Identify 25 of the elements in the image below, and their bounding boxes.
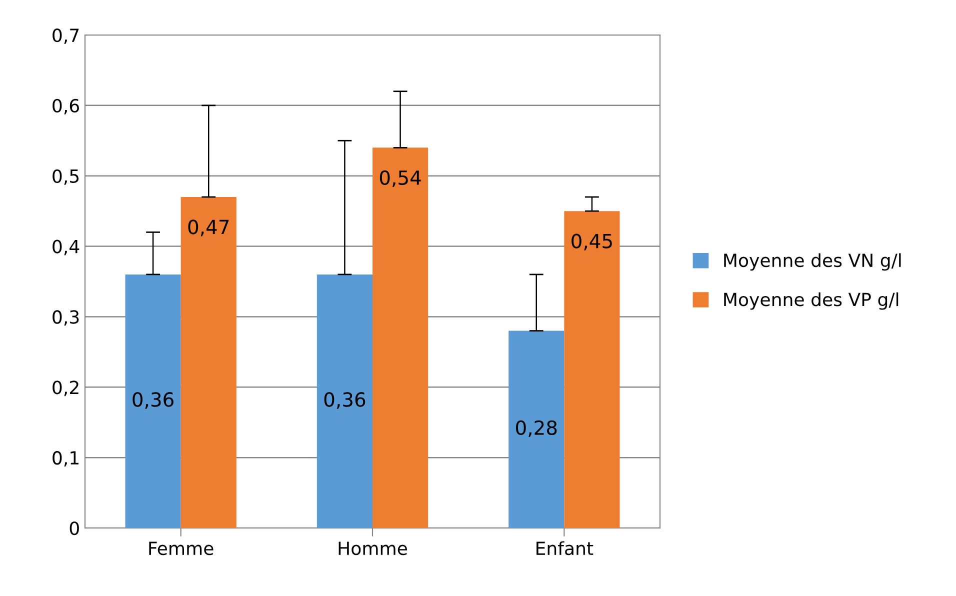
y-tick-label: 0,7 bbox=[52, 28, 79, 44]
x-tick-label: Femme bbox=[149, 542, 214, 556]
data-label: 0,45 bbox=[572, 234, 612, 250]
legend-label: Moyenne des VP g/l bbox=[724, 292, 898, 310]
bar bbox=[316, 274, 372, 528]
y-tick-label: 0,4 bbox=[52, 240, 80, 256]
y-tick-label: 0,3 bbox=[52, 310, 79, 326]
x-tick-label: Enfant bbox=[536, 541, 594, 556]
data-label: 0,36 bbox=[132, 392, 174, 409]
bar bbox=[125, 274, 181, 528]
y-tick-label: 0,2 bbox=[52, 380, 78, 396]
bar bbox=[564, 211, 620, 528]
data-label: 0,28 bbox=[516, 420, 557, 438]
y-tick-label: 0,6 bbox=[52, 98, 80, 114]
data-label: 0,47 bbox=[188, 220, 229, 236]
bar bbox=[372, 148, 428, 528]
data-label: 0,36 bbox=[324, 392, 366, 409]
legend-label: Moyenne des VN g/l bbox=[724, 253, 901, 271]
data-label: 0,54 bbox=[380, 170, 421, 188]
y-tick-label: 0 bbox=[70, 521, 79, 536]
y-tick-label: 0,5 bbox=[52, 169, 79, 185]
bar bbox=[180, 196, 236, 528]
x-tick-label: Homme bbox=[338, 542, 407, 556]
y-tick-label: 0,1 bbox=[52, 451, 78, 467]
bar bbox=[508, 330, 564, 528]
